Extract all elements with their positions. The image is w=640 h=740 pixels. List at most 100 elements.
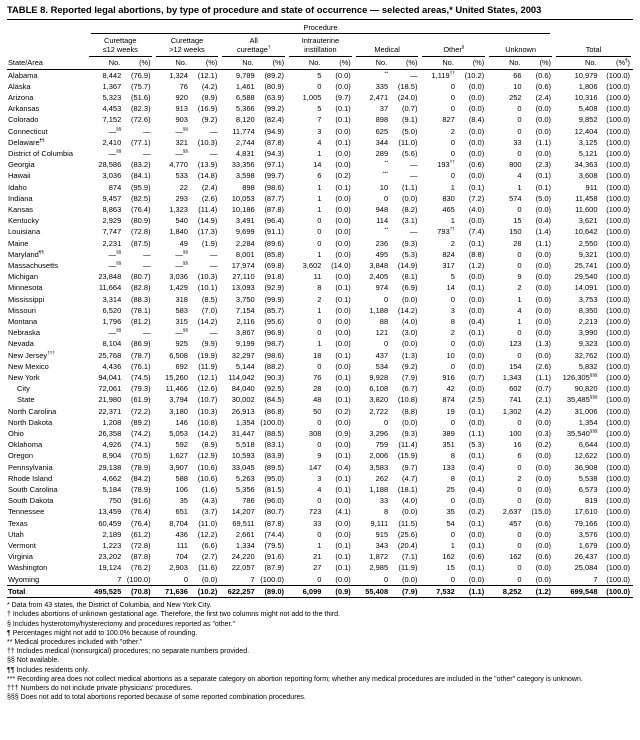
state-label: North Carolina: [8, 406, 57, 416]
column-group-header: Curettage ≤12 weeks: [87, 34, 154, 57]
percent-cell: (7.2): [468, 193, 485, 203]
table-row: Minnesota 11,664 (82.8) 1,429 (10.1) 13,093 (9…: [7, 282, 633, 293]
percent-cell: (1.1): [468, 429, 485, 438]
state-label: North Dakota: [8, 417, 53, 427]
percent-cell: (19.9): [197, 350, 218, 360]
percent-cell: (0.0): [535, 574, 552, 584]
footnote: *** Recording area does not collect medi…: [7, 675, 583, 683]
count-cell: —§§: [108, 327, 122, 338]
percent-cell: (8.4): [468, 115, 485, 125]
count-cell: 12,404: [574, 126, 598, 136]
count-cell: 79,166: [574, 518, 598, 528]
percent-cell: (10.2): [189, 584, 221, 599]
header-spacer: [554, 20, 633, 34]
table-row: Oklahoma 4,926 (74.1) 592 (8.9) 5,518 (83.1) 0 (…: [7, 439, 633, 450]
procedure-label: Procedure: [90, 22, 551, 34]
count-cell: 3,598: [235, 171, 255, 181]
percent-cell: (0.0): [335, 238, 351, 248]
percent-cell: (0.1): [335, 294, 351, 304]
count-cell: 0: [517, 126, 522, 136]
footnote-marker: ††: [7, 648, 15, 656]
table-row: Arkansas 4,453 (82.3) 913 (16.9) 5,366 (99.2) 5…: [7, 103, 633, 114]
count-cell: 10,642: [574, 227, 598, 237]
table-row: Washington 19,124 (76.2) 2,903 (11.6) 22,057 (…: [7, 562, 633, 573]
percent-cell: —: [409, 227, 418, 237]
percent-cell: (0.1): [468, 541, 485, 551]
count-cell: 7: [250, 574, 255, 584]
count-cell: 7,747: [102, 227, 122, 237]
count-cell: 8,252: [487, 584, 524, 599]
percent-cell: (10.8): [397, 395, 418, 405]
count-cell: 150: [509, 227, 522, 237]
percent-cell: (0.0): [335, 193, 351, 203]
column-subheader: No.: [220, 56, 257, 70]
table-header: State/Area Procedure Curettage ≤12 weeks…: [7, 19, 633, 70]
percent-cell: (0.1): [535, 182, 552, 192]
count-cell: 0: [317, 328, 322, 338]
column-subheader: (%¶): [599, 56, 633, 70]
percent-cell: (87.8): [131, 552, 151, 562]
count-cell: 1,840: [169, 227, 188, 237]
column-subheader: No.: [420, 56, 457, 70]
count-cell: 9,699: [235, 227, 255, 237]
percent-cell: (8.9): [201, 92, 218, 102]
count-cell: 874: [108, 182, 122, 192]
percent-cell: (0.0): [402, 417, 418, 427]
percent-cell: (0.0): [468, 92, 485, 102]
percent-cell: (0.0): [335, 417, 351, 427]
count-cell: 3,583: [369, 462, 389, 472]
count-cell: 1,806: [578, 81, 598, 91]
count-cell: 3,608: [578, 171, 598, 181]
table-row: Massachusetts —§§ — —§§ — 17,974 (69.8) 3,602 (1…: [7, 260, 633, 271]
percent-cell: (14.9): [197, 216, 218, 226]
percent-cell: (97.1): [264, 160, 285, 170]
count-cell: 5,053: [169, 429, 188, 438]
count-cell: 0: [183, 574, 188, 584]
count-cell: 5,356: [235, 485, 255, 495]
count-cell: —§§: [108, 260, 122, 270]
count-cell: 3,848: [369, 260, 389, 270]
count-cell: 23,202: [98, 552, 122, 562]
count-cell: 0: [517, 104, 522, 114]
percent-cell: (0.0): [468, 272, 485, 282]
count-cell: 3,820: [369, 395, 389, 405]
percent-cell: —: [143, 126, 151, 136]
count-cell: 0: [517, 204, 522, 214]
count-cell: 5,184: [102, 485, 122, 495]
percent-cell: (100.0): [606, 384, 630, 394]
count-cell: 162: [509, 552, 522, 562]
percent-cell: (84.1): [131, 171, 151, 181]
percent-cell: (0.7): [535, 384, 552, 394]
column-subheader: (%): [390, 56, 421, 70]
percent-cell: (80.7): [264, 507, 285, 517]
count-cell: 5,366: [235, 104, 255, 114]
percent-cell: (89.5): [264, 462, 285, 472]
percent-cell: (0.1): [335, 182, 351, 192]
count-cell: 48: [313, 395, 322, 405]
percent-cell: (0.0): [535, 316, 552, 326]
count-cell: 308: [308, 429, 322, 438]
count-cell: 69,511: [232, 518, 255, 528]
percent-cell: (61.9): [131, 395, 151, 405]
count-cell: 0: [450, 137, 455, 147]
percent-cell: (0.6): [468, 160, 485, 170]
count-cell: 8,001: [235, 249, 255, 259]
count-cell: 32,762: [574, 350, 598, 360]
count-cell: 236: [375, 238, 389, 248]
percent-cell: (98.6): [264, 182, 285, 192]
percent-cell: (10.6): [197, 462, 218, 472]
percent-cell: (0.0): [468, 294, 485, 304]
count-cell: 1,223: [102, 541, 122, 551]
count-cell: 0: [517, 148, 522, 158]
percent-cell: (0.0): [535, 473, 552, 483]
percent-cell: (0.6): [468, 552, 485, 562]
count-cell: 1,302: [502, 406, 522, 416]
count-cell: 14,091: [574, 283, 598, 293]
count-cell: 315: [175, 316, 188, 326]
count-cell: 36,908: [574, 462, 598, 472]
percent-cell: (0.0): [468, 529, 485, 539]
count-cell: 8: [450, 316, 455, 326]
count-cell: 21: [313, 552, 322, 562]
state-label: Alabama: [8, 70, 38, 80]
count-cell: 911: [585, 182, 598, 192]
